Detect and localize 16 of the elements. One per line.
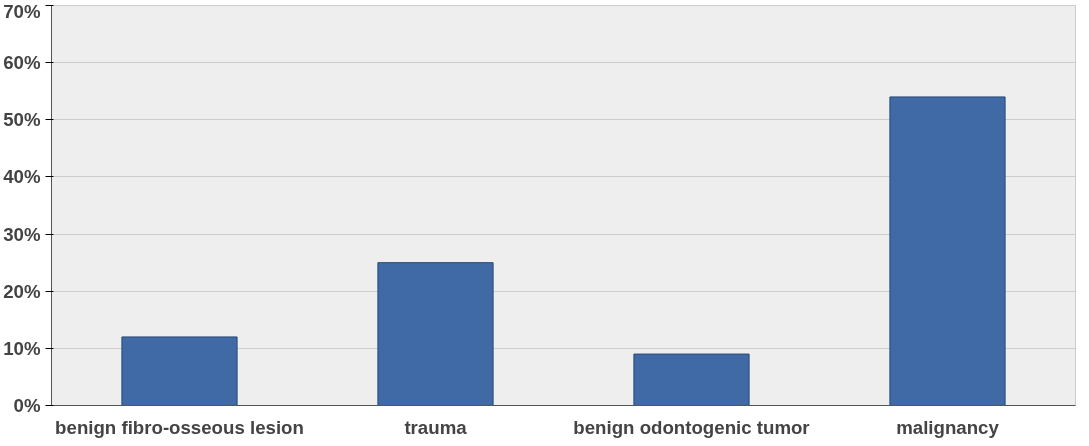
y-tick-label: 0% (13, 395, 41, 416)
y-tick-label: 70% (3, 0, 41, 22)
x-tick-label: trauma (404, 416, 468, 438)
y-tick-label: 60% (3, 52, 41, 74)
x-tick-label: benign odontogenic tumor (573, 416, 810, 438)
x-tick-label: malignancy (896, 416, 1000, 438)
bar (889, 96, 1006, 406)
y-tick-label: 30% (3, 223, 41, 245)
y-tick-label: 10% (3, 337, 41, 359)
y-tick-label: 40% (3, 166, 41, 188)
bar (377, 262, 494, 406)
y-tick-label: 50% (3, 109, 41, 131)
bar (121, 336, 238, 406)
y-tick-label: 20% (3, 280, 41, 302)
x-tick-label: benign fibro-osseous lesion (55, 416, 304, 438)
bar (633, 353, 750, 406)
